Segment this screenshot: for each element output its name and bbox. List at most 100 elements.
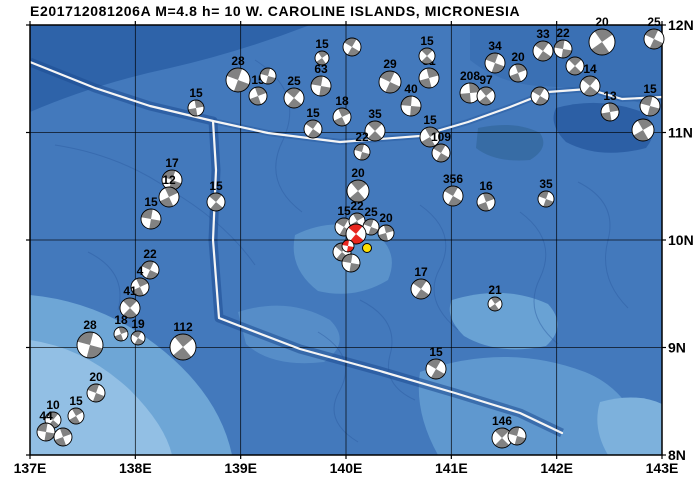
focal-mechanism — [259, 67, 277, 85]
focal-mechanism — [119, 297, 141, 319]
plate-boundary-line — [211, 87, 664, 144]
focal-mechanism — [341, 253, 361, 273]
focal-mechanism — [303, 119, 323, 139]
focal-mechanism — [169, 333, 197, 361]
event-depth-label: 34 — [488, 39, 502, 53]
event-depth-label: 18 — [114, 313, 128, 327]
event-depth-label: 63 — [314, 62, 328, 76]
event-depth-label: 15 — [189, 86, 203, 100]
event-depth-label: 20 — [595, 15, 609, 29]
focal-mechanism — [639, 95, 661, 117]
focal-mechanism — [67, 407, 85, 425]
event-depth-label: 33 — [536, 27, 550, 41]
event-depth-label: 15 — [69, 394, 83, 408]
focal-mechanism — [353, 143, 371, 161]
event-depth-label: 22 — [355, 130, 369, 144]
y-tick-label: 11N — [668, 125, 693, 141]
main-event-focal-mechanism — [341, 239, 355, 253]
focal-mechanism — [332, 107, 352, 127]
focal-mechanism — [484, 52, 506, 74]
y-tick-label: 12N — [668, 17, 694, 33]
bathymetry-contour — [359, 299, 416, 401]
event-depth-label: 15 — [306, 106, 320, 120]
event-depth-label: 15 — [144, 195, 158, 209]
figure-title: E201712081206A M=4.8 h= 10 W. CAROLINE I… — [30, 3, 521, 19]
focal-mechanism — [140, 208, 162, 230]
event-depth-label: 20 — [351, 166, 365, 180]
focal-mechanism — [342, 37, 362, 57]
focal-mechanism — [377, 224, 395, 242]
focal-mechanism — [400, 95, 422, 117]
focal-mechanism — [565, 56, 585, 76]
focal-mechanism — [161, 169, 183, 191]
focal-mechanism — [86, 383, 106, 403]
focal-mechanism — [158, 186, 180, 208]
focal-mechanism — [459, 82, 481, 104]
focal-mechanism — [476, 192, 496, 212]
x-tick-label: 139E — [224, 460, 257, 476]
focal-mechanism — [76, 331, 104, 359]
event-depth-label: 44 — [39, 409, 53, 423]
focal-mechanism — [487, 296, 503, 312]
focal-mechanism — [362, 218, 380, 236]
event-depth-label: 25 — [364, 205, 378, 219]
event-depth-label: 10 — [46, 398, 60, 412]
focal-mechanism — [346, 179, 370, 203]
event-depth-label: 22 — [556, 26, 570, 40]
focal-mechanism — [36, 422, 56, 442]
event-depth-label: 15 — [315, 37, 329, 51]
focal-mechanism — [530, 86, 550, 106]
event-depth-label: 208 — [460, 69, 480, 83]
focal-mechanism — [431, 143, 451, 163]
event-depth-label: 15 — [420, 34, 434, 48]
event-depth-label: 4 — [137, 264, 144, 278]
event-depth-label: 12 — [162, 173, 176, 187]
event-depth-label: 15 — [429, 345, 443, 359]
event-depth-label: 15 — [643, 82, 657, 96]
event-depth-label: 29 — [383, 57, 397, 71]
focal-mechanism — [225, 67, 251, 93]
focal-mechanism — [130, 277, 150, 297]
focal-mechanism — [631, 118, 655, 142]
focal-mechanism — [53, 427, 73, 447]
event-depth-label: 22 — [143, 247, 157, 261]
focal-mechanism — [643, 28, 665, 50]
event-depth-label: 20 — [89, 370, 103, 384]
plate-boundary-layer — [28, 60, 664, 435]
focal-mechanism — [364, 120, 386, 142]
y-tick-label: 9N — [668, 340, 686, 356]
focal-mechanism — [113, 326, 129, 342]
tick-marks — [26, 21, 666, 459]
focal-mechanism — [378, 70, 402, 94]
focal-mechanism — [418, 47, 436, 65]
bathymetry-contour — [519, 211, 559, 345]
x-tick-label: 137E — [14, 460, 47, 476]
x-tick-label: 140E — [330, 460, 363, 476]
axis-labels: 137E 138E 139E 140E 141E 142E 143E 12N 11N 10N 9N 8… — [14, 17, 694, 476]
y-tick-label: 10N — [668, 232, 694, 248]
event-depth-label: 15 — [337, 204, 351, 218]
focal-mechanism — [410, 278, 432, 300]
focal-mechanism — [507, 426, 527, 446]
focal-mechanism — [187, 99, 205, 117]
event-depth-label: 112 — [173, 320, 193, 334]
focal-mechanism — [314, 50, 330, 66]
event-depth-label: 28 — [83, 318, 97, 332]
focal-mechanism — [140, 260, 160, 280]
event-depth-label: 16 — [479, 179, 493, 193]
focal-mechanism — [310, 75, 332, 97]
x-tick-label: 138E — [119, 460, 152, 476]
event-depth-label: 21 — [488, 283, 502, 297]
event-depth-label: 14 — [583, 62, 597, 76]
x-tick-label: 143E — [646, 460, 679, 476]
event-depth-label: 20 — [511, 50, 525, 64]
x-tick-label: 142E — [540, 460, 573, 476]
focal-mechanism — [442, 185, 464, 207]
focal-mechanism — [508, 63, 528, 83]
event-depth-label: 356 — [443, 172, 463, 186]
focal-mechanism — [206, 192, 226, 212]
plate-boundary-line — [28, 60, 564, 435]
focal-mechanism — [130, 330, 146, 346]
event-depth-label: 13 — [603, 89, 617, 103]
